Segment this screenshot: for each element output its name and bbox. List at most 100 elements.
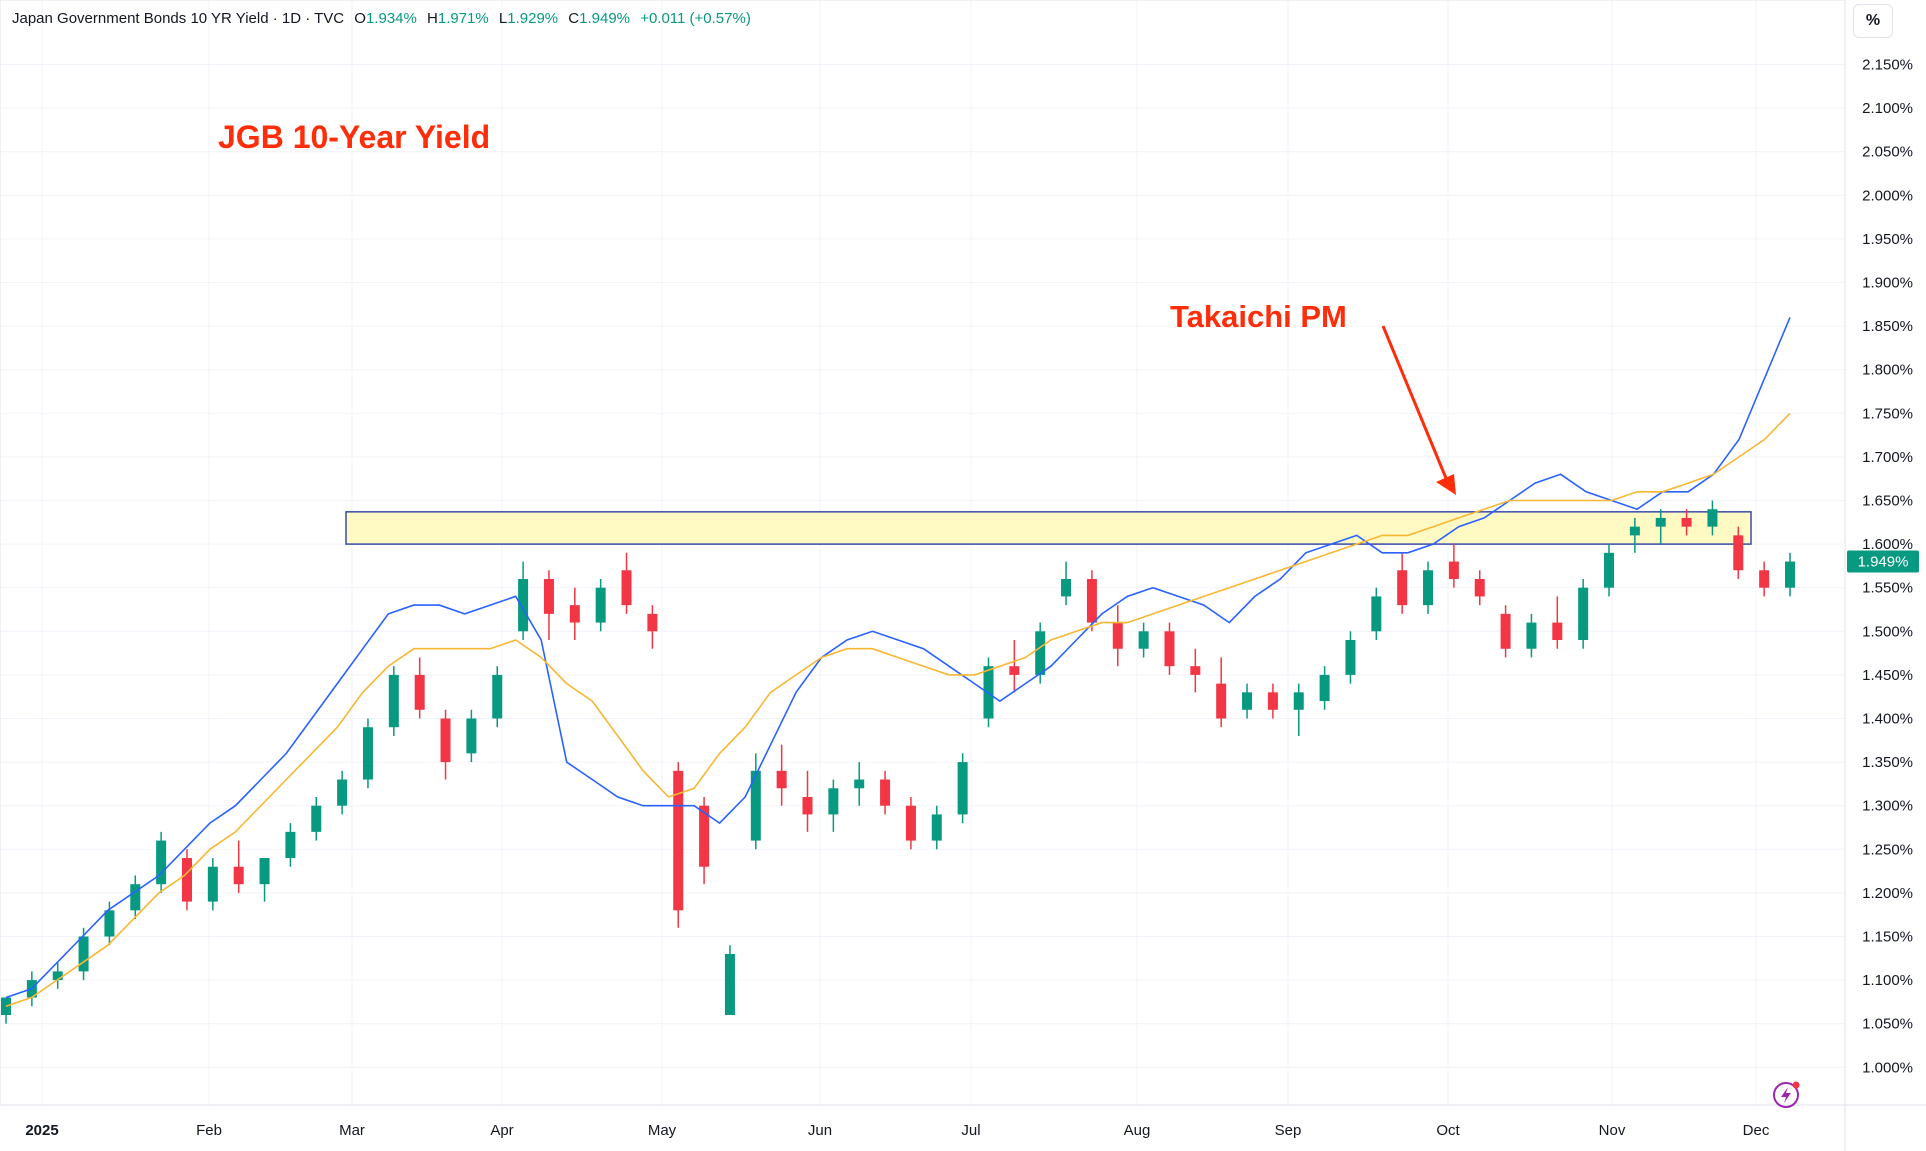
price-scale-unit-button[interactable]: %: [1853, 4, 1893, 38]
candle-body: [1655, 517, 1666, 527]
candle-body: [207, 866, 218, 902]
candle: [492, 666, 503, 728]
candle: [1242, 683, 1253, 719]
candle: [724, 945, 735, 1015]
candle: [1707, 500, 1718, 536]
candle-body: [854, 779, 865, 789]
open-label: O: [354, 10, 366, 27]
y-tick-label: 1.550%: [1862, 580, 1913, 597]
candles: [1, 500, 1795, 1024]
change-value: +0.011 (+0.57%): [640, 10, 751, 27]
candle: [1681, 509, 1692, 536]
candle-body: [233, 866, 244, 885]
high-value: 1.971%: [437, 10, 489, 27]
annotation-arrow-head: [1436, 474, 1456, 495]
candle-body: [104, 910, 115, 937]
candle-body: [78, 936, 89, 972]
candle-body: [52, 971, 63, 981]
candle-body: [1397, 570, 1408, 606]
candle-body: [285, 831, 296, 859]
y-tick-label: 1.950%: [1862, 231, 1913, 248]
candle-body: [1035, 631, 1046, 675]
y-tick-label: 1.350%: [1862, 754, 1913, 771]
close-label: C: [568, 10, 580, 27]
symbol-title[interactable]: Japan Government Bonds 10 YR Yield · 1D …: [12, 10, 345, 27]
candle: [1371, 587, 1382, 641]
candle-body: [595, 587, 606, 623]
x-tick-label: Apr: [490, 1122, 513, 1139]
y-tick-label: 1.150%: [1862, 929, 1913, 946]
candle-body: [1474, 578, 1485, 597]
candle: [130, 875, 141, 920]
candle-body: [699, 805, 710, 867]
candle-body: [492, 674, 503, 719]
last-price-marker: 1.949%: [1847, 550, 1919, 573]
candle: [285, 823, 296, 867]
candle: [1552, 596, 1563, 649]
candle: [750, 753, 761, 850]
candle: [1526, 613, 1537, 658]
candle: [569, 587, 580, 641]
candle-body: [1293, 692, 1304, 710]
candle: [518, 561, 529, 641]
candle-body: [440, 718, 451, 763]
y-tick-label: 1.200%: [1862, 885, 1913, 902]
candle-body: [518, 578, 529, 632]
candle-body: [1629, 526, 1640, 536]
candle-body: [181, 858, 192, 902]
candle-body: [1242, 692, 1253, 710]
x-tick-label: Oct: [1436, 1122, 1460, 1139]
price-axis: 1.000% 1.050% 1.100% 1.150% 1.200% 1.250% 1.30…: [1862, 57, 1913, 1077]
candle: [854, 762, 865, 806]
candle-body: [543, 578, 554, 614]
candle: [1733, 526, 1744, 579]
candle-body: [750, 770, 761, 841]
x-tick-label: Nov: [1599, 1122, 1626, 1139]
y-tick-label: 1.300%: [1862, 798, 1913, 815]
candle-body: [1500, 613, 1511, 649]
candle-body: [156, 840, 167, 885]
candle: [1345, 631, 1356, 684]
candle: [1009, 640, 1020, 693]
y-tick-label: 1.450%: [1862, 667, 1913, 684]
candle: [673, 762, 684, 928]
slow-ma-line: [5, 412, 1791, 1008]
candle: [1759, 561, 1770, 597]
y-tick-label: 2.050%: [1862, 144, 1913, 161]
candle-body: [1681, 517, 1692, 527]
candle: [466, 709, 477, 763]
candle-body: [362, 727, 373, 780]
candle-body: [1061, 578, 1072, 597]
y-tick-label: 1.050%: [1862, 1016, 1913, 1033]
ma-lines: [5, 317, 1791, 1008]
candle-body: [259, 858, 270, 885]
open-value: 1.934%: [365, 10, 417, 27]
x-tick-label: Feb: [196, 1122, 222, 1139]
candle: [1267, 683, 1278, 719]
candle-body: [1138, 631, 1149, 649]
x-tick-label: Sep: [1275, 1122, 1302, 1139]
candle-body: [1009, 666, 1020, 675]
candle-body: [337, 779, 348, 806]
candle: [440, 709, 451, 780]
x-tick-label: Dec: [1743, 1122, 1770, 1139]
y-tick-label: 1.400%: [1862, 711, 1913, 728]
candle: [233, 840, 244, 893]
candle-body: [931, 814, 942, 841]
candle: [1578, 578, 1589, 649]
candle: [207, 858, 218, 911]
candle: [311, 796, 322, 841]
candle-body: [1707, 509, 1718, 527]
candle-body: [880, 779, 891, 806]
candle: [957, 753, 968, 824]
candle: [1190, 648, 1201, 693]
candle-body: [1267, 692, 1278, 710]
candle-body: [311, 805, 322, 832]
lightning-icon[interactable]: [1773, 1081, 1800, 1108]
candle-body: [1112, 622, 1123, 649]
candle: [337, 770, 348, 815]
resistance-zone: [345, 511, 1752, 545]
candle-body: [905, 805, 916, 841]
x-tick-label: May: [648, 1122, 677, 1139]
